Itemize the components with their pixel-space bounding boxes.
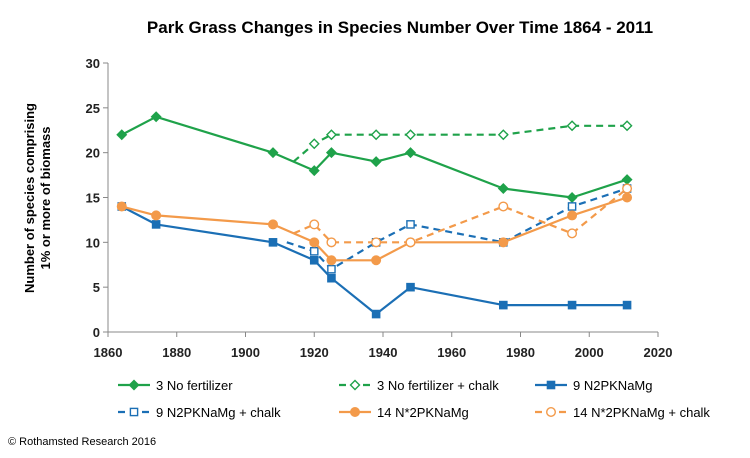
data-point <box>151 220 161 229</box>
legend-marker <box>546 407 557 418</box>
series-line <box>121 196 628 262</box>
data-point <box>308 138 320 150</box>
data-point <box>325 129 337 141</box>
series-5 <box>116 192 633 266</box>
data-point <box>150 111 162 123</box>
y-tick-label: 30 <box>86 56 100 71</box>
data-point <box>497 129 509 141</box>
data-point <box>498 201 509 212</box>
x-tick-label: 2000 <box>575 345 604 360</box>
series-layer <box>116 111 633 319</box>
x-tick-label: 1900 <box>231 345 260 360</box>
data-point <box>325 147 337 159</box>
y-axis-label-line-2: 1% or more of biomass <box>38 126 53 269</box>
y-axis-label: Number of species comprising 1% or more … <box>22 103 53 293</box>
data-point <box>326 255 337 266</box>
y-tick-label: 15 <box>86 191 100 206</box>
legend-label: 3 No fertilizer + chalk <box>377 378 499 393</box>
legend-label: 3 No fertilizer <box>156 378 233 393</box>
legend-item: 3 No fertilizer + chalk <box>339 378 499 393</box>
data-point <box>622 300 632 310</box>
legend-label: 14 N*2PKNaMg + chalk <box>573 405 710 420</box>
series-line <box>121 205 628 316</box>
data-point <box>309 219 320 230</box>
data-point <box>267 147 279 159</box>
data-point <box>567 210 578 221</box>
legend-marker <box>349 379 361 391</box>
legend-item: 14 N*2PKNaMg + chalk <box>535 405 710 420</box>
series-6 <box>293 183 633 248</box>
x-tick-label: 1940 <box>369 345 398 360</box>
data-point <box>405 237 416 248</box>
legend-label: 9 N2PKNaMg <box>573 378 652 393</box>
data-point <box>499 300 508 310</box>
legend-item: 9 N2PKNaMg <box>535 378 652 393</box>
y-tick-label: 5 <box>93 280 100 295</box>
data-point <box>327 273 336 283</box>
data-point <box>268 238 278 247</box>
series-2 <box>292 120 633 163</box>
data-point <box>371 237 382 248</box>
data-point <box>622 183 633 194</box>
data-point <box>497 183 509 195</box>
data-point <box>567 228 578 239</box>
axes: 0 5 10 15 20 25 30 1860 1880 1900 1920 1940 1960 1980… <box>86 56 673 360</box>
x-tick-label: 1980 <box>506 345 535 360</box>
legend: 3 No fertilizer 3 No fertilizer + chalk 9 … <box>118 378 710 420</box>
data-point <box>622 192 633 203</box>
x-tick-label: 1880 <box>162 345 191 360</box>
data-point <box>309 255 319 265</box>
legend-marker <box>128 379 140 391</box>
data-point <box>621 120 633 132</box>
data-point <box>116 129 128 141</box>
series-3 <box>117 202 632 319</box>
series-1 <box>116 111 633 203</box>
data-point <box>566 192 578 203</box>
y-tick-label: 25 <box>86 101 100 116</box>
y-tick-label: 0 <box>93 325 100 340</box>
data-point <box>370 129 382 141</box>
x-tick-label: 1860 <box>94 345 123 360</box>
legend-marker <box>129 407 139 417</box>
y-tick-label: 10 <box>86 235 100 250</box>
series-line <box>121 115 628 199</box>
legend-marker <box>350 407 361 418</box>
chart-title: Park Grass Changes in Species Number Ove… <box>147 18 653 37</box>
y-axis-label-line-1: Number of species comprising <box>22 103 37 293</box>
legend-marker <box>546 380 556 390</box>
data-point <box>327 264 336 274</box>
legend-label: 14 N*2PKNaMg <box>377 405 469 420</box>
data-point <box>567 300 577 310</box>
data-point <box>566 120 578 132</box>
data-point <box>406 282 415 292</box>
data-point <box>309 237 320 248</box>
legend-item: 3 No fertilizer <box>118 378 233 393</box>
data-point <box>326 237 337 248</box>
data-point <box>406 220 415 229</box>
x-tick-label: 1960 <box>437 345 466 360</box>
data-point <box>405 129 416 141</box>
data-point <box>116 201 127 212</box>
data-point <box>268 219 279 230</box>
data-point <box>371 309 381 319</box>
data-point <box>405 147 416 159</box>
data-point <box>151 210 162 221</box>
y-tick-label: 20 <box>86 146 100 161</box>
legend-item: 9 N2PKNaMg + chalk <box>118 405 281 420</box>
x-tick-label: 1920 <box>300 345 329 360</box>
data-point <box>309 246 319 256</box>
legend-item: 14 N*2PKNaMg <box>339 405 469 420</box>
data-point <box>371 255 382 266</box>
legend-label: 9 N2PKNaMg + chalk <box>156 405 281 420</box>
data-point <box>308 165 320 177</box>
data-point <box>498 237 509 248</box>
series-line <box>286 187 628 271</box>
x-tick-label: 2020 <box>644 345 673 360</box>
data-point <box>370 156 382 168</box>
copyright-notice: © Rothamsted Research 2016 <box>8 436 157 448</box>
data-point <box>567 202 577 211</box>
data-point <box>621 174 633 186</box>
